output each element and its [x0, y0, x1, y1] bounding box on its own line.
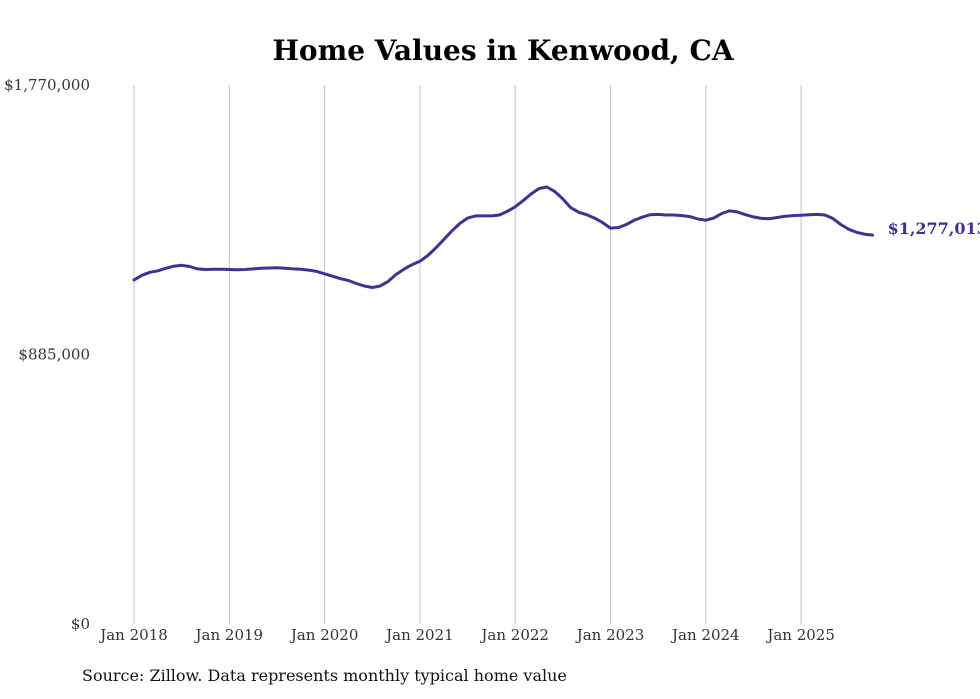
y-tick-label: $0 — [71, 615, 90, 633]
x-tick-label: Jan 2020 — [289, 626, 359, 644]
x-tick-label: Jan 2018 — [98, 626, 168, 644]
x-axis: Jan 2018 Jan 2019 Jan 2020 Jan 2021 Jan 2022… — [98, 626, 835, 644]
y-tick-label: $885,000 — [18, 346, 90, 364]
x-tick-label: Jan 2022 — [479, 626, 549, 644]
x-tick-label: Jan 2023 — [575, 626, 645, 644]
series-layer: $1,277,013 — [132, 185, 980, 289]
series-line-0 — [132, 185, 875, 289]
x-tick-label: Jan 2024 — [670, 626, 740, 644]
series-end-label: $1,277,013 — [888, 219, 980, 238]
x-tick-label: Jan 2019 — [194, 626, 264, 644]
chart-title: Home Values in Kenwood, CA — [272, 34, 734, 67]
grid-layer — [133, 85, 802, 624]
x-tick-label: Jan 2025 — [765, 626, 835, 644]
x-tick-label: Jan 2021 — [384, 626, 454, 644]
y-tick-label: $1,770,000 — [4, 76, 90, 94]
y-axis: $0 $885,000 $1,770,000 — [4, 76, 90, 633]
source-note: Source: Zillow. Data represents monthly … — [82, 666, 567, 685]
